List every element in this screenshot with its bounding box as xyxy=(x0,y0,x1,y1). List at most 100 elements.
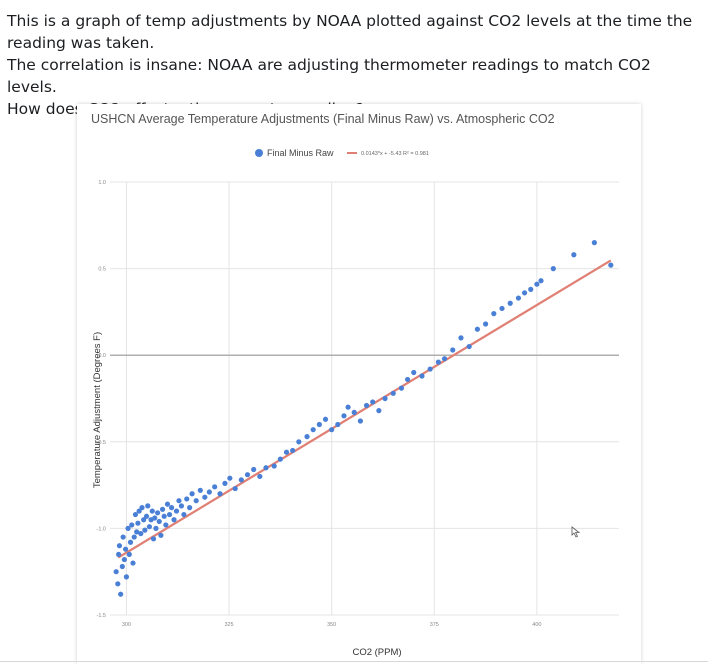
data-point xyxy=(155,510,161,516)
data-point xyxy=(120,534,126,540)
legend-series-marker xyxy=(255,149,263,157)
data-point xyxy=(178,503,185,509)
scatter-chart: 1.0 0.5 0.0 -0.5 -1.0 -1.5 300 325 350 375 400 Fin… xyxy=(92,148,619,658)
data-point xyxy=(227,475,233,481)
data-point xyxy=(238,477,244,483)
data-point xyxy=(405,376,411,383)
data-point xyxy=(329,427,335,433)
data-point xyxy=(515,295,522,301)
data-point xyxy=(161,513,167,519)
data-point xyxy=(419,373,425,379)
data-point xyxy=(499,305,505,312)
data-point xyxy=(116,543,123,549)
data-point xyxy=(608,262,614,268)
data-point xyxy=(251,466,257,473)
data-point xyxy=(122,546,129,552)
data-point xyxy=(158,532,164,538)
data-point xyxy=(132,511,139,518)
data-point xyxy=(149,508,155,514)
data-point xyxy=(168,505,175,511)
chart-image[interactable]: 1.0 0.5 0.0 -0.5 -1.0 -1.5 300 325 350 375 400 Fin… xyxy=(77,104,641,664)
data-point xyxy=(550,266,556,272)
y-tick-label: -0.5 xyxy=(97,440,106,446)
data-point xyxy=(135,520,141,526)
data-point xyxy=(466,343,472,350)
data-point xyxy=(143,513,150,519)
data-point xyxy=(351,409,357,415)
data-point xyxy=(139,505,145,511)
data-point xyxy=(126,551,132,557)
data-point xyxy=(163,522,169,528)
data-point xyxy=(193,498,199,504)
data-point xyxy=(345,404,351,410)
data-point xyxy=(571,252,577,258)
x-tick-label: 300 xyxy=(122,622,131,628)
data-point xyxy=(591,240,597,246)
y-axis-label: Temperature Adjustment (Degrees F) xyxy=(92,332,103,488)
data-point xyxy=(118,591,124,597)
y-tick-label: 1.0 xyxy=(98,180,106,186)
data-point xyxy=(491,311,497,317)
data-point xyxy=(166,511,173,518)
data-point xyxy=(217,491,223,497)
data-point xyxy=(202,494,208,500)
data-point xyxy=(316,421,322,428)
y-tick-label: -1.5 xyxy=(97,613,106,619)
legend-trend-label: 0.0143*x + -5.43 R² = 0.981 xyxy=(361,151,429,157)
trend-line xyxy=(117,259,612,559)
data-point xyxy=(142,527,148,533)
data-point xyxy=(187,505,193,511)
data-point xyxy=(189,491,195,497)
data-point xyxy=(271,463,277,469)
data-point xyxy=(141,517,147,523)
data-point xyxy=(435,359,441,365)
post-text: This is a graph of temp adjustments by N… xyxy=(7,10,703,120)
x-axis-label: CO2 (PPM) xyxy=(352,647,401,658)
data-point xyxy=(121,556,127,563)
data-point xyxy=(322,416,329,422)
data-point xyxy=(357,418,363,424)
data-point xyxy=(125,525,131,531)
data-point xyxy=(304,434,310,440)
data-point xyxy=(376,408,382,414)
chart-legend: Final Minus Raw 0.0143*x + -5.43 R² = 0.… xyxy=(255,148,429,158)
data-point xyxy=(130,560,136,566)
data-point xyxy=(129,522,135,528)
data-point xyxy=(222,480,228,486)
data-point xyxy=(528,286,534,292)
data-point xyxy=(310,427,316,433)
chart-title: USHCN Average Temperature Adjustments (F… xyxy=(91,112,555,126)
data-point xyxy=(146,524,153,530)
data-point xyxy=(127,539,134,545)
data-point xyxy=(390,390,396,396)
data-point xyxy=(257,473,263,480)
y-tick-label: 0.0 xyxy=(98,353,106,359)
data-point xyxy=(136,508,142,514)
data-point xyxy=(482,321,489,327)
data-point xyxy=(131,534,137,540)
x-tick-label: 400 xyxy=(532,622,541,628)
divider xyxy=(0,661,708,662)
data-point xyxy=(534,281,540,287)
x-tick-label: 325 xyxy=(224,622,233,628)
data-point xyxy=(341,413,347,419)
data-point xyxy=(113,569,119,575)
data-point xyxy=(159,506,166,512)
data-point xyxy=(335,421,341,428)
data-point xyxy=(290,447,296,454)
y-tick-label: -1.0 xyxy=(97,526,106,532)
data-point xyxy=(283,449,290,455)
data-point xyxy=(181,511,187,518)
data-point xyxy=(450,347,456,353)
data-point xyxy=(212,484,218,490)
data-point xyxy=(173,508,180,514)
data-point xyxy=(538,278,544,284)
data-point xyxy=(152,515,158,521)
data-point xyxy=(134,529,140,535)
data-point xyxy=(171,517,177,523)
data-point xyxy=(382,395,388,402)
data-point xyxy=(123,574,130,580)
data-point xyxy=(277,456,283,462)
data-point xyxy=(458,335,464,341)
data-point xyxy=(370,399,376,405)
